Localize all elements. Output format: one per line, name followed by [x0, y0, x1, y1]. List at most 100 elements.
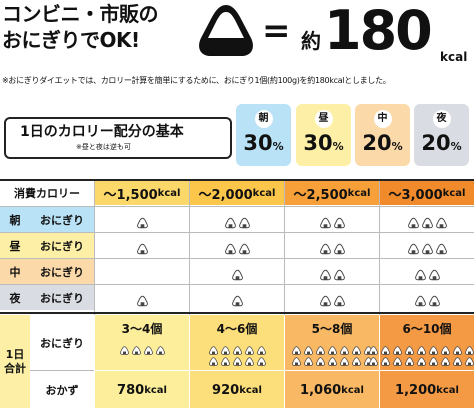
onigiri-count-cell — [380, 207, 474, 232]
onigiri-icon — [452, 351, 462, 366]
calorie-unit: kcal — [440, 50, 468, 64]
onigiri-icon — [319, 292, 331, 306]
daily-okazu-kcal: 920 kcal — [190, 370, 284, 409]
ratio-number: 20 — [362, 131, 392, 155]
onigiri-icon — [333, 214, 345, 228]
daily-onigiri-icons — [190, 340, 284, 366]
column-divider — [379, 181, 380, 315]
onigiri-icon — [231, 266, 243, 280]
onigiri-icon — [119, 340, 129, 355]
daily-onigiri-count: 5〜8個 — [311, 322, 353, 336]
calorie-column-header: 〜2,000 kcal — [190, 181, 284, 205]
onigiri-icon — [315, 340, 325, 355]
onigiri-icon — [416, 340, 426, 355]
daily-onigiri-icons — [368, 340, 474, 366]
table-top-rule — [0, 179, 474, 181]
onigiri-icon — [244, 351, 254, 366]
row-divider — [0, 258, 474, 259]
table-corner-label: 消費カロリー — [0, 181, 94, 205]
onigiri-icon — [452, 340, 462, 355]
onigiri-icon — [231, 292, 243, 306]
okazu-kcal-unit: kcal — [144, 384, 167, 396]
headline-line-1: コンビニ・市販の — [2, 2, 159, 26]
onigiri-icon — [208, 351, 218, 366]
meal-item-label: おにぎり — [30, 259, 94, 284]
ratio-box-3: 中 20% — [355, 104, 410, 166]
onigiri-icon — [224, 240, 236, 254]
onigiri-icon — [319, 266, 331, 280]
daily-onigiri-count: 3〜4個 — [121, 322, 163, 336]
ratio-value: 30% — [296, 130, 351, 160]
onigiri-icon — [421, 240, 433, 254]
ratio-meal-label: 中 — [373, 110, 392, 128]
meal-item-label: おにぎり — [30, 233, 94, 258]
daily-onigiri-count: 4〜6個 — [216, 322, 258, 336]
ratio-number: 30 — [303, 131, 333, 155]
onigiri-large-icon — [196, 2, 256, 60]
daily-total-column: 3〜4個 780 kcal — [95, 315, 189, 408]
footnote: ※おにぎりダイエットでは、カロリー計算を簡単にするために、おにぎり1個(約100… — [2, 76, 391, 85]
ratio-value: 20% — [355, 130, 410, 160]
onigiri-icon — [407, 214, 419, 228]
onigiri-icon — [220, 351, 230, 366]
daily-total-column: 4〜6個 920 kcal — [190, 315, 284, 408]
onigiri-icon — [136, 240, 148, 254]
onigiri-icon — [368, 351, 378, 366]
onigiri-icon — [464, 340, 474, 355]
onigiri-icon — [319, 214, 331, 228]
onigiri-icon — [404, 340, 414, 355]
daily-total-column: 5〜8個 1,060 kcal — [285, 315, 379, 408]
onigiri-icon — [327, 351, 337, 366]
okazu-kcal-unit: kcal — [239, 384, 262, 396]
calorie-column-header: 〜1,500 kcal — [95, 181, 189, 205]
ratio-unit: % — [332, 140, 344, 153]
okazu-kcal-value: 1,200 — [395, 382, 437, 398]
totals-top-rule — [0, 312, 474, 314]
onigiri-icon — [435, 240, 447, 254]
onigiri-icon — [368, 340, 378, 355]
calorie-range-unit: kcal — [157, 187, 181, 199]
ratio-unit: % — [391, 140, 403, 153]
meal-label: 中 — [0, 259, 30, 284]
onigiri-icon — [435, 214, 447, 228]
onigiri-icon — [224, 214, 236, 228]
onigiri-icon — [238, 240, 250, 254]
calorie-column-header: 〜2,500 kcal — [285, 181, 379, 205]
total-onigiri-label: おにぎり — [30, 315, 94, 370]
ratio-title: 1日のカロリー配分の基本 — [20, 124, 184, 140]
okazu-kcal-unit: kcal — [436, 384, 459, 396]
onigiri-icon — [333, 266, 345, 280]
onigiri-count-cell — [285, 285, 379, 310]
onigiri-count-cell — [285, 259, 379, 284]
ratio-meal-label: 昼 — [314, 110, 333, 128]
onigiri-icon — [256, 351, 266, 366]
onigiri-count-cell — [95, 259, 189, 284]
onigiri-icon — [421, 214, 433, 228]
ratio-number: 20 — [421, 131, 451, 155]
onigiri-count-cell — [190, 233, 284, 258]
onigiri-icon — [303, 340, 313, 355]
okazu-kcal-value: 920 — [212, 382, 240, 398]
column-divider — [94, 181, 95, 315]
onigiri-icon — [428, 351, 438, 366]
calorie-range: 〜2,000 — [198, 187, 253, 203]
daily-total-label-2: 合計 — [4, 361, 26, 375]
calorie-range: 〜2,500 — [293, 187, 348, 203]
row-divider — [0, 206, 474, 207]
onigiri-icon — [416, 351, 426, 366]
total-okazu-label: おかず — [30, 370, 94, 408]
onigiri-icon — [244, 340, 254, 355]
daily-okazu-kcal: 780 kcal — [95, 370, 189, 409]
headline-line-2: おにぎりでOK! — [2, 28, 140, 52]
onigiri-icon — [131, 340, 141, 355]
onigiri-count-cell — [285, 207, 379, 232]
ratio-unit: % — [450, 140, 462, 153]
onigiri-icon — [319, 240, 331, 254]
calorie-column-header: 〜3,000 kcal — [380, 181, 474, 205]
onigiri-icon — [380, 340, 390, 355]
onigiri-count-cell — [380, 259, 474, 284]
calorie-number: 180 — [324, 0, 433, 62]
onigiri-icon — [238, 214, 250, 228]
column-divider — [284, 181, 285, 315]
column-divider — [189, 181, 190, 315]
